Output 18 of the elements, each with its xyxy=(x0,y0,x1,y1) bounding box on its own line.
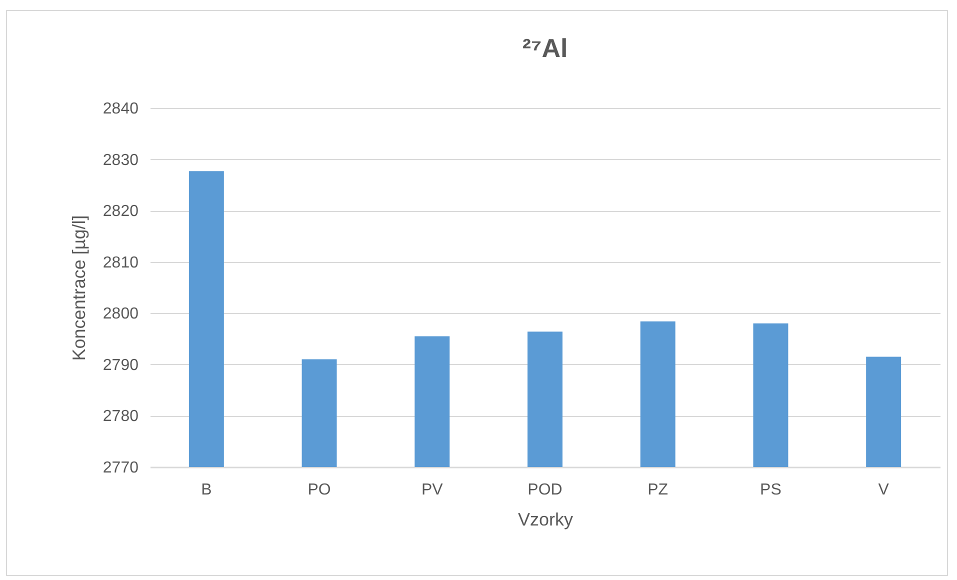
y-tick-label: 2780 xyxy=(102,408,139,426)
y-tick-label: 2790 xyxy=(102,356,139,374)
y-tick-label: 2800 xyxy=(102,306,139,323)
chart-title: ²⁷Al xyxy=(522,33,568,63)
y-tick-label: 2830 xyxy=(102,152,139,169)
x-tick-label: V xyxy=(878,482,890,498)
x-axis-title: Vzorky xyxy=(518,510,574,530)
x-tick-label: POD xyxy=(528,482,562,498)
y-axis-title: Koncentrace [µg/l] xyxy=(68,215,89,361)
y-tick-label: 2810 xyxy=(102,254,139,272)
x-tick-label: PZ xyxy=(648,482,668,498)
y-tick-label: 2770 xyxy=(102,460,139,476)
y-tick-label: 2820 xyxy=(102,203,139,220)
x-tick-label: PV xyxy=(421,482,444,498)
y-tick-label: 2840 xyxy=(102,100,139,118)
x-tick-label: PS xyxy=(760,482,782,498)
x-tick-label: PO xyxy=(308,482,331,498)
x-tick-label: B xyxy=(201,482,212,498)
